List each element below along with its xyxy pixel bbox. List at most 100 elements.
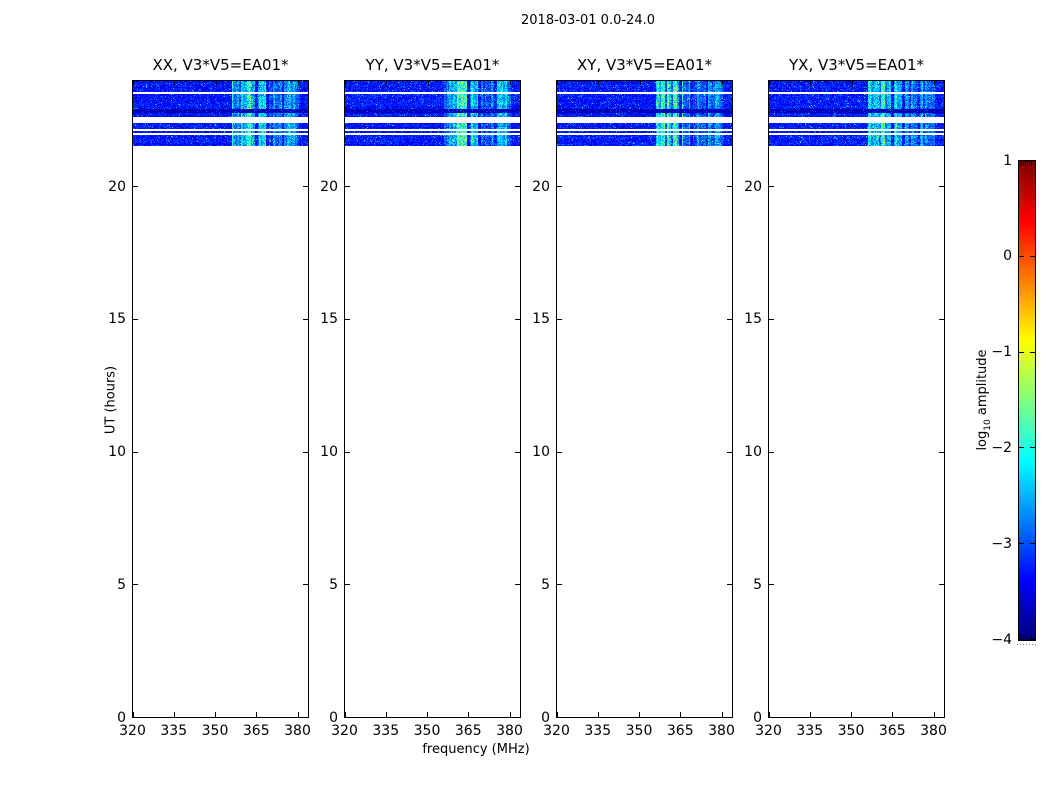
y-tick-label: 0 bbox=[300, 709, 338, 727]
colorbar-label-sub: 10 bbox=[983, 419, 993, 430]
colorbar-tick-left bbox=[1019, 543, 1024, 544]
y-tick-mark-right bbox=[939, 186, 944, 187]
y-tick-mark-right bbox=[939, 717, 944, 718]
colorbar-minor-tick-top bbox=[1021, 161, 1022, 166]
x-tick-label: 335 bbox=[796, 723, 823, 739]
y-tick-mark-left bbox=[769, 319, 774, 320]
x-tick-label: 350 bbox=[414, 723, 441, 739]
plot-axes bbox=[132, 80, 309, 718]
x-tick-mark bbox=[510, 712, 511, 717]
y-tick-label: 5 bbox=[724, 576, 762, 594]
y-tick-mark-left bbox=[557, 717, 562, 718]
spectrogram-canvas bbox=[345, 81, 520, 146]
y-tick-mark-left bbox=[769, 186, 774, 187]
x-tick-mark bbox=[680, 712, 681, 717]
y-tick-label: 0 bbox=[512, 709, 550, 727]
y-tick-mark-left bbox=[345, 319, 350, 320]
x-tick-mark bbox=[215, 712, 216, 717]
y-tick-mark-left bbox=[557, 186, 562, 187]
subplot-title: XX, V3*V5=EA01* bbox=[152, 56, 288, 74]
x-tick-mark bbox=[934, 712, 935, 717]
colorbar-minor-tick-bottom bbox=[1023, 634, 1024, 639]
y-tick-label: 5 bbox=[512, 576, 550, 594]
y-tick-mark-left bbox=[345, 584, 350, 585]
y-tick-mark-left bbox=[769, 452, 774, 453]
x-tick-label: 365 bbox=[455, 723, 482, 739]
y-tick-label: 15 bbox=[88, 310, 126, 328]
y-tick-label: 10 bbox=[724, 443, 762, 461]
y-tick-label: 0 bbox=[724, 709, 762, 727]
y-tick-label: 20 bbox=[300, 178, 338, 196]
colorbar-minor-tick-top bbox=[1029, 161, 1030, 166]
colorbar-tick-label: 1 bbox=[974, 152, 1012, 170]
colorbar-tick-left bbox=[1019, 256, 1024, 257]
x-tick-label: 365 bbox=[243, 723, 270, 739]
colorbar-minor-tick-top bbox=[1031, 161, 1032, 166]
figure: 2018-03-01 0.0-24.0 XX, V3*V5=EA01* 320 33… bbox=[0, 0, 1050, 800]
y-tick-label: 15 bbox=[724, 310, 762, 328]
y-axis-label: UT (hours) bbox=[104, 366, 119, 434]
y-tick-mark-left bbox=[345, 186, 350, 187]
y-tick-mark-right bbox=[939, 452, 944, 453]
subplot-title: YX, V3*V5=EA01* bbox=[789, 56, 924, 74]
colorbar-label: log10 amplitude bbox=[975, 349, 993, 450]
y-tick-mark-left bbox=[133, 319, 138, 320]
spectrogram-canvas bbox=[769, 81, 944, 146]
x-tick-mark bbox=[174, 712, 175, 717]
colorbar-minor-tick-top bbox=[1025, 161, 1026, 166]
colorbar-minor-tick-top bbox=[1027, 161, 1028, 166]
colorbar-tick-label: −3 bbox=[974, 535, 1012, 553]
x-tick-mark bbox=[810, 712, 811, 717]
x-tick-label: 365 bbox=[879, 723, 906, 739]
y-tick-label: 10 bbox=[512, 443, 550, 461]
y-tick-label: 20 bbox=[88, 178, 126, 196]
figure-title: 2018-03-01 0.0-24.0 bbox=[521, 13, 655, 28]
y-tick-mark-left bbox=[133, 452, 138, 453]
y-tick-label: 15 bbox=[300, 310, 338, 328]
plot-axes bbox=[768, 80, 945, 718]
y-tick-label: 5 bbox=[300, 576, 338, 594]
colorbar-tick-right bbox=[1030, 352, 1035, 353]
x-tick-mark bbox=[639, 712, 640, 717]
x-tick-label: 335 bbox=[160, 723, 187, 739]
colorbar-tick-right bbox=[1030, 543, 1035, 544]
y-tick-mark-left bbox=[769, 717, 774, 718]
x-tick-mark bbox=[892, 712, 893, 717]
colorbar-minor-tick-bottom bbox=[1029, 634, 1030, 639]
x-tick-label: 350 bbox=[626, 723, 653, 739]
colorbar-minor-tick-bottom bbox=[1025, 634, 1026, 639]
colorbar-minor-tick-bottom bbox=[1021, 634, 1022, 639]
y-tick-mark-left bbox=[133, 186, 138, 187]
colorbar-tick-label: 0 bbox=[974, 247, 1012, 265]
y-tick-mark-left bbox=[133, 584, 138, 585]
colorbar-tick-right bbox=[1030, 639, 1035, 640]
y-tick-label: 5 bbox=[88, 576, 126, 594]
y-tick-mark-left bbox=[345, 717, 350, 718]
colorbar-minor-tick-bottom bbox=[1027, 634, 1028, 639]
x-tick-label: 350 bbox=[838, 723, 865, 739]
colorbar-minor-dots bbox=[1017, 644, 1037, 645]
colorbar-label-amplitude: amplitude bbox=[975, 349, 990, 419]
colorbar-tick-right bbox=[1030, 256, 1035, 257]
spectrogram-canvas bbox=[133, 81, 308, 146]
y-tick-label: 0 bbox=[88, 709, 126, 727]
y-tick-mark-right bbox=[939, 319, 944, 320]
y-tick-mark-left bbox=[557, 584, 562, 585]
y-tick-mark-left bbox=[557, 319, 562, 320]
x-tick-mark bbox=[386, 712, 387, 717]
subplot-title: YY, V3*V5=EA01* bbox=[366, 56, 500, 74]
plot-axes bbox=[556, 80, 733, 718]
colorbar-tick-label: −4 bbox=[974, 631, 1012, 649]
x-tick-mark bbox=[256, 712, 257, 717]
y-tick-label: 10 bbox=[300, 443, 338, 461]
subplot-title: XY, V3*V5=EA01* bbox=[577, 56, 712, 74]
x-tick-label: 350 bbox=[202, 723, 229, 739]
colorbar-tick-left bbox=[1019, 639, 1024, 640]
plot-axes bbox=[344, 80, 521, 718]
colorbar-tick-left bbox=[1019, 352, 1024, 353]
y-tick-label: 20 bbox=[512, 178, 550, 196]
x-tick-label: 380 bbox=[920, 723, 947, 739]
y-tick-mark-left bbox=[557, 452, 562, 453]
colorbar-minor-tick-bottom bbox=[1031, 634, 1032, 639]
y-tick-label: 20 bbox=[724, 178, 762, 196]
